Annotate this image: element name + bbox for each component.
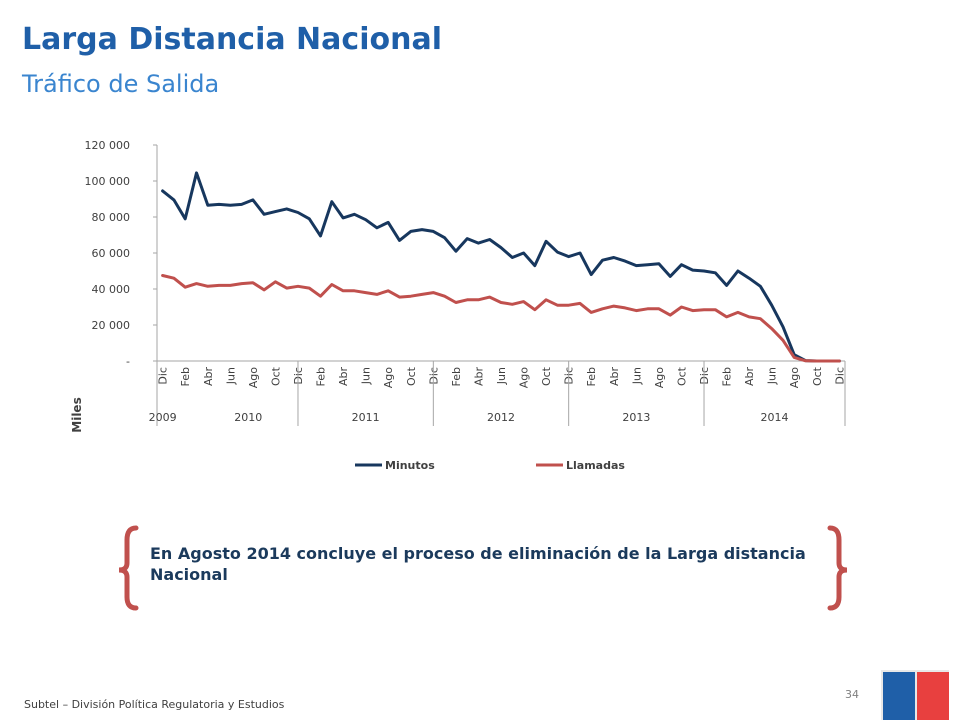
x-month-label: Abr	[202, 367, 215, 387]
x-month-label: Jun	[766, 367, 779, 385]
x-month-label: Ago	[788, 367, 801, 389]
x-month-label: Abr	[472, 367, 485, 387]
x-month-label: Oct	[811, 366, 824, 386]
logo-blue-block	[883, 672, 915, 720]
x-month-label: Abr	[608, 367, 621, 387]
x-month-label: Jun	[224, 367, 237, 385]
y-tick-label: 120 000	[85, 139, 131, 152]
page-number: 34	[845, 688, 859, 701]
x-month-label: Abr	[337, 367, 350, 387]
x-month-label: Ago	[247, 367, 260, 389]
series-line-llamadas	[161, 274, 841, 363]
y-tick-label: 100 000	[85, 175, 131, 188]
chart-axes: - 20 000 40 000 60 000 80 000 100 000 120 000 M…	[70, 139, 846, 433]
legend-label: Llamadas	[566, 459, 625, 472]
page-title: Larga Distancia Nacional	[22, 22, 442, 57]
x-month-label: Ago	[653, 367, 666, 389]
y-tick-label: 80 000	[92, 211, 131, 224]
x-month-label: Oct	[675, 366, 688, 386]
footer-source: Subtel – División Política Regulatoria y…	[24, 698, 285, 711]
page-subtitle: Tráfico de Salida	[22, 70, 220, 98]
subtel-logo	[881, 670, 949, 720]
x-year-label: 2010	[234, 411, 262, 424]
y-tick-label: 20 000	[92, 319, 131, 332]
series-line-minutos	[161, 171, 841, 363]
x-month-label: Abr	[743, 367, 756, 387]
x-month-label: Feb	[179, 367, 192, 386]
x-month-label: Oct	[405, 366, 418, 386]
x-year-label: 2013	[622, 411, 650, 424]
chart-series	[161, 171, 841, 363]
right-brace-icon	[827, 525, 848, 611]
y-tick-label: -	[126, 355, 130, 368]
x-month-label: Oct	[269, 366, 282, 386]
callout-text: En Agosto 2014 concluye el proceso de el…	[150, 544, 806, 584]
x-month-label: Dic	[833, 367, 846, 385]
x-month-label: Oct	[540, 366, 553, 386]
x-month-label: Jun	[630, 367, 643, 385]
x-month-label: Dic	[157, 367, 170, 385]
x-month-label: Ago	[518, 367, 531, 389]
chart-legend: Minutos Llamadas	[355, 459, 625, 472]
x-year-label: 2009	[149, 411, 177, 424]
x-year-label: 2014	[761, 411, 789, 424]
x-month-label: Feb	[315, 367, 328, 386]
x-year-label: 2012	[487, 411, 515, 424]
x-month-label: Feb	[450, 367, 463, 386]
x-year-label: 2011	[352, 411, 380, 424]
logo-red-block	[917, 672, 949, 720]
legend-label: Minutos	[385, 459, 435, 472]
y-axis-title: Miles	[70, 397, 84, 432]
x-month-label: Jun	[360, 367, 373, 385]
x-month-label: Jun	[495, 367, 508, 385]
x-month-label: Ago	[382, 367, 395, 389]
left-brace-icon	[118, 525, 139, 611]
y-tick-label: 60 000	[92, 247, 131, 260]
y-tick-label: 40 000	[92, 283, 131, 296]
x-month-label: Feb	[721, 367, 734, 386]
x-month-label: Feb	[585, 367, 598, 386]
